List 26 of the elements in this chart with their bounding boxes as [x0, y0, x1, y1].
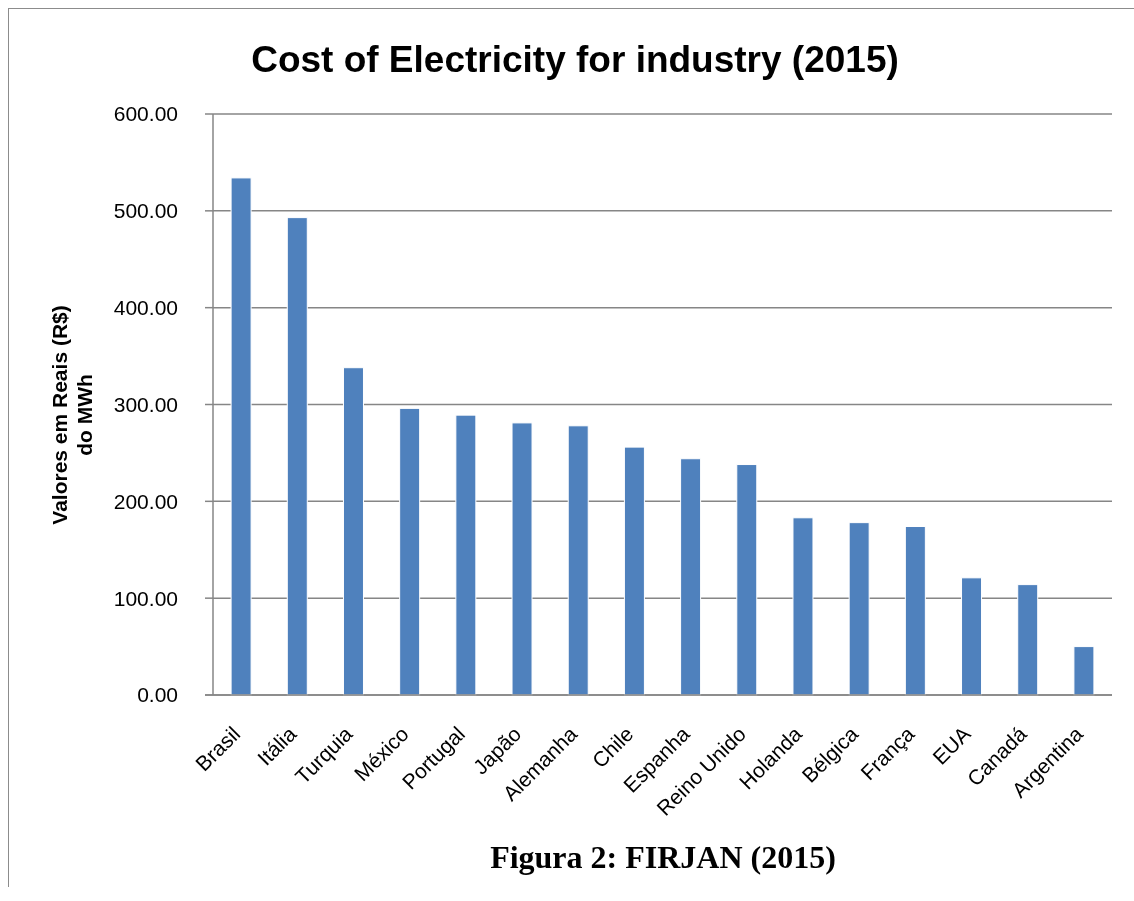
y-tick-label: 200.00 — [113, 489, 178, 513]
text: Figura 2: FIRJAN (2015) — [490, 839, 836, 875]
bar — [904, 526, 926, 696]
bar — [342, 367, 364, 696]
bar — [399, 407, 421, 696]
y-tick-label: 500.00 — [113, 199, 178, 223]
chart-title: Cost of Electricity for industry (2015) — [251, 39, 899, 80]
y-tick-label: 300.00 — [113, 392, 178, 416]
bar — [286, 217, 308, 696]
bar — [848, 522, 870, 696]
bar — [230, 177, 252, 696]
bar — [736, 464, 758, 696]
bar — [680, 458, 702, 696]
bar — [1017, 584, 1039, 696]
y-tick-label: 600.00 — [113, 102, 178, 126]
bar — [455, 414, 477, 696]
bar — [961, 577, 983, 696]
y-tick-label: 100.00 — [113, 586, 178, 610]
bar — [623, 446, 645, 696]
bar — [792, 517, 814, 696]
bar — [567, 425, 589, 696]
y-tick-label: 400.00 — [113, 296, 178, 320]
bar — [511, 422, 533, 696]
bar — [1073, 646, 1095, 696]
y-axis-title: Valores em Reais (R$) do MWh — [48, 305, 96, 525]
y-tick-label: 0.00 — [137, 683, 178, 707]
